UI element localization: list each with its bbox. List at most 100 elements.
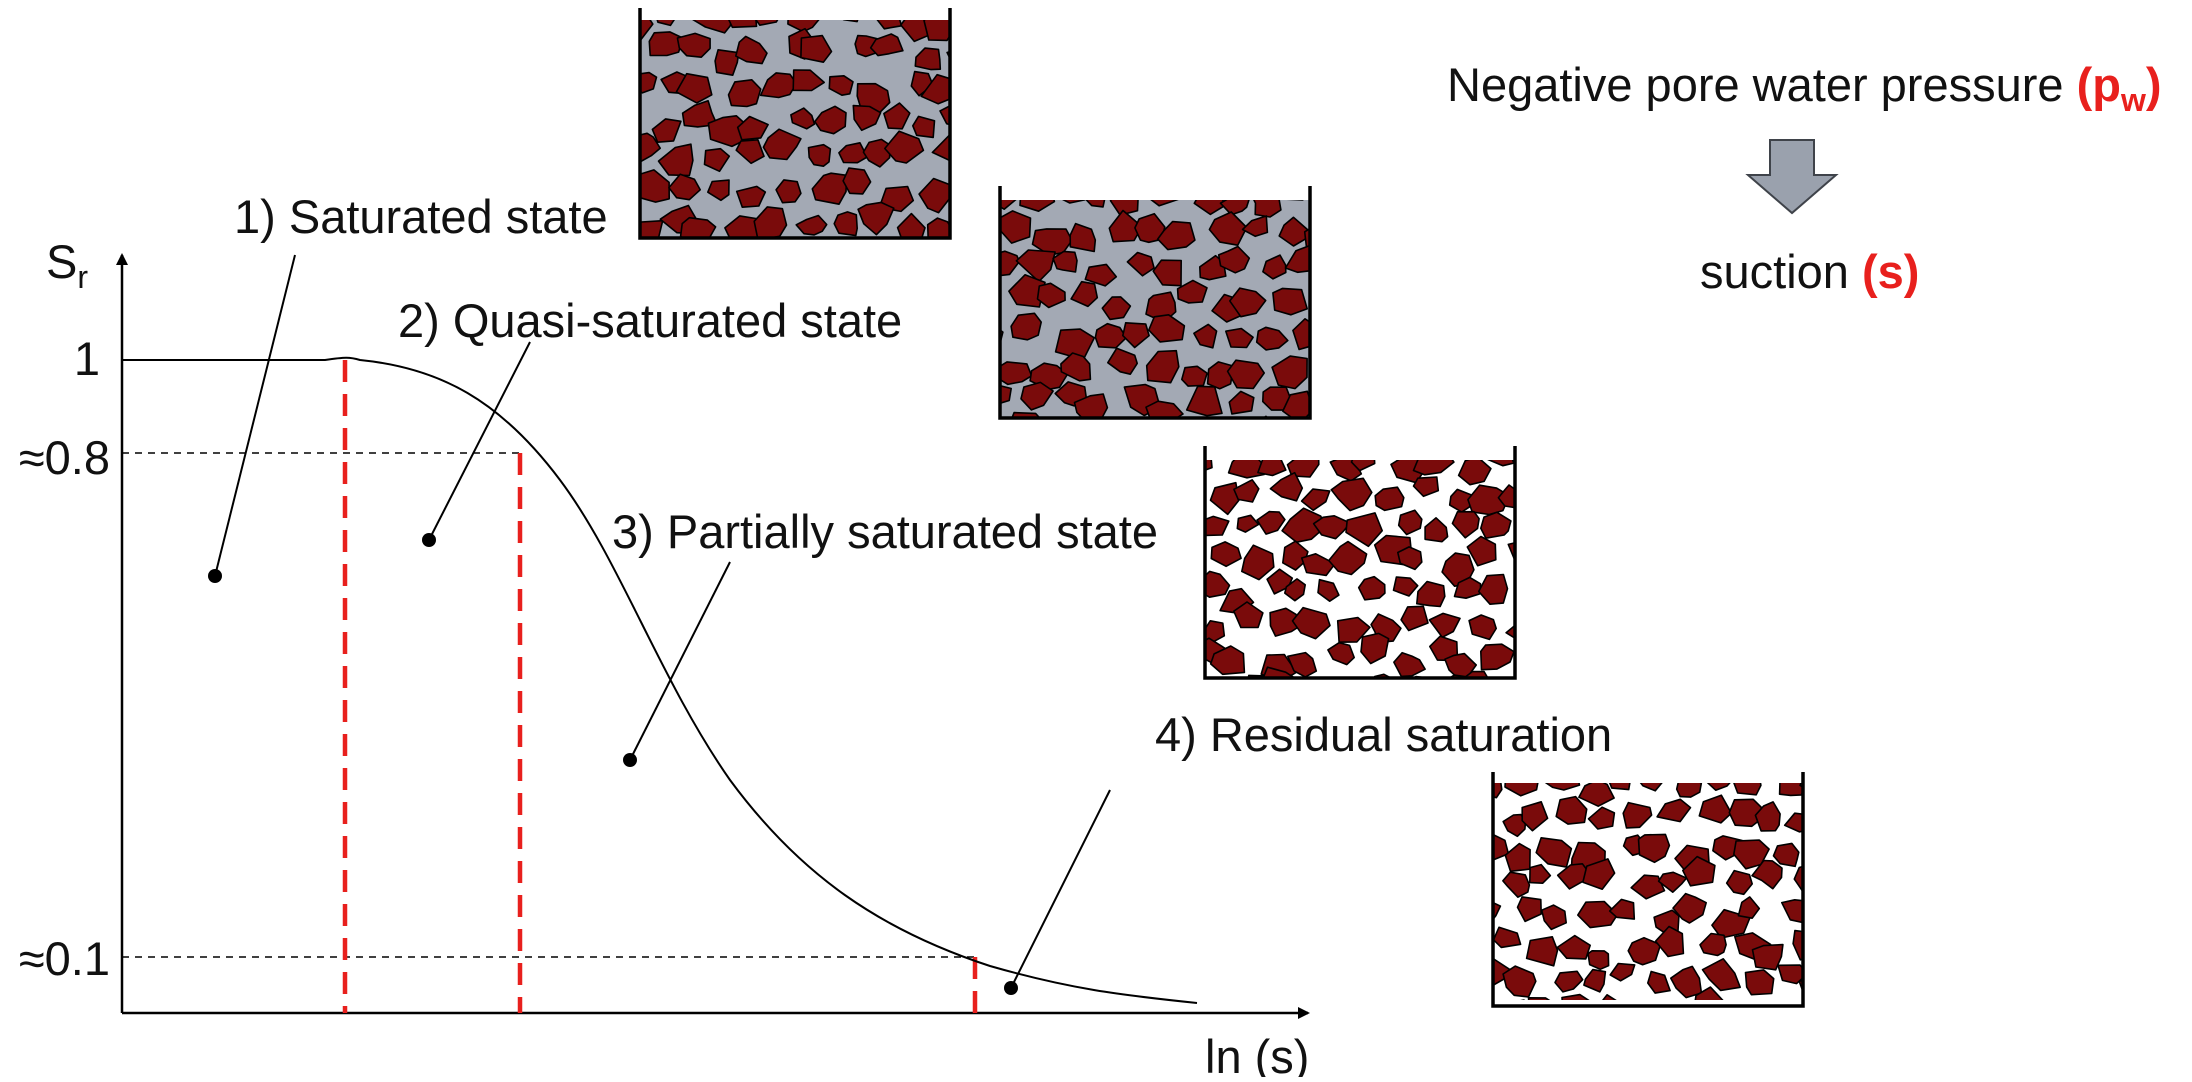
soil-grain: [1654, 925, 1685, 958]
soil-grain: [931, 134, 950, 162]
soil-grain: [1493, 926, 1522, 949]
soil-grain: [1464, 670, 1489, 677]
soil-grain: [1792, 929, 1803, 961]
soil-grain: [1253, 200, 1282, 218]
leader-dot: [623, 753, 637, 767]
soil-grain: [1262, 666, 1295, 677]
soil-grain: [1627, 936, 1662, 966]
soil-grain: [1052, 250, 1078, 273]
soil-grain: [1528, 576, 1548, 594]
soil-grain: [1374, 486, 1405, 512]
soil-grain: [1329, 182, 1355, 208]
soil-grain: [1241, 215, 1269, 238]
soil-grain: [728, 20, 758, 29]
soil-grain: [869, 245, 910, 272]
soil-grain: [1826, 933, 1852, 954]
soil-grain: [1601, 993, 1617, 1000]
soil-grain: [790, 107, 816, 130]
soil-grain: [1282, 540, 1309, 571]
soil-grain: [1145, 349, 1180, 384]
soil-grain: [896, 212, 926, 237]
soil-grain: [1817, 867, 1855, 896]
soil-grain: [1152, 259, 1182, 287]
soil-grain: [1744, 969, 1775, 996]
soil-grain: [1609, 962, 1636, 982]
soil-grain: [1535, 836, 1573, 868]
soil-grain: [1412, 460, 1455, 476]
soil-grain: [1754, 801, 1781, 832]
soil-grain: [1286, 200, 1305, 201]
soil-grain: [787, 20, 820, 33]
soil-grain: [1706, 783, 1731, 792]
soil-grain: [1554, 970, 1584, 993]
soil-grain: [1392, 576, 1419, 597]
soil-grain: [1257, 460, 1287, 477]
soil-grain: [1300, 488, 1331, 512]
soil-grain: [1181, 365, 1208, 387]
soil-grain: [939, 104, 950, 126]
soil-grain: [736, 115, 769, 141]
soil-grain: [1493, 833, 1510, 861]
soil-grain: [1229, 287, 1267, 318]
soil-grain: [1011, 411, 1040, 417]
leader-line: [1010, 789, 1111, 989]
y-axis-label: Sr: [46, 235, 88, 295]
soil-grain: [1263, 415, 1268, 417]
soil-grain: [1271, 355, 1308, 390]
soil-grain: [1424, 516, 1449, 543]
soil-grain: [1015, 249, 1056, 283]
soil-grain: [1019, 200, 1056, 212]
soil-grain: [1156, 220, 1196, 251]
soil-grain: [1529, 863, 1552, 885]
soil-grain: [1522, 521, 1550, 548]
soil-grain: [1524, 484, 1564, 507]
soil-grain: [706, 179, 730, 202]
soil-grain: [1587, 949, 1610, 971]
soil-grain: [1284, 244, 1310, 274]
soil-grain: [1525, 935, 1559, 967]
soil-grain: [1357, 575, 1386, 601]
soil-grain: [640, 132, 662, 163]
soil-grain: [1195, 422, 1228, 449]
soil-grain: [978, 104, 1005, 123]
soil-grain: [755, 20, 779, 27]
soil-grain: [1555, 795, 1588, 825]
soil-grain: [954, 182, 988, 216]
soil-grain: [792, 69, 826, 92]
soil-grain: [833, 211, 859, 237]
soil-grain: [1316, 428, 1345, 454]
soil-grain: [1656, 798, 1692, 823]
soil-grain: [1480, 511, 1512, 540]
soil-grain: [657, 143, 694, 177]
soil-grain: [1198, 686, 1229, 708]
soil-grain: [954, 2, 985, 24]
soil-grain: [1210, 541, 1242, 568]
soil-grain: [1069, 222, 1097, 253]
soil-grain: [1020, 381, 1054, 411]
soil-grain: [1834, 1005, 1860, 1027]
soil-grain: [923, 20, 950, 42]
soil-grain: [1733, 783, 1762, 796]
soil-grain: [1504, 783, 1539, 797]
soil-grain: [1538, 611, 1566, 635]
soil-grain: [1520, 999, 1526, 1000]
soil-grain: [668, 173, 702, 201]
soil-grain: [1312, 332, 1342, 362]
soil-grain: [640, 71, 658, 94]
soil-grain: [735, 185, 767, 208]
soil-grain: [1497, 484, 1515, 509]
soil-grain: [1000, 250, 1021, 277]
soil-grain: [1233, 478, 1260, 503]
soil-grain: [807, 143, 832, 167]
soil-grain: [1516, 896, 1542, 923]
soil-grain: [1772, 842, 1800, 868]
soil-grain: [1503, 683, 1534, 710]
soil-grain: [640, 219, 664, 237]
soil-grain: [1292, 317, 1310, 351]
soil-grain: [1672, 892, 1707, 924]
soil-grain: [676, 32, 711, 59]
soil-grain: [1150, 200, 1179, 207]
soil-grain: [1241, 544, 1275, 581]
soil-grain: [1317, 356, 1343, 379]
soil-grain: [958, 247, 986, 277]
